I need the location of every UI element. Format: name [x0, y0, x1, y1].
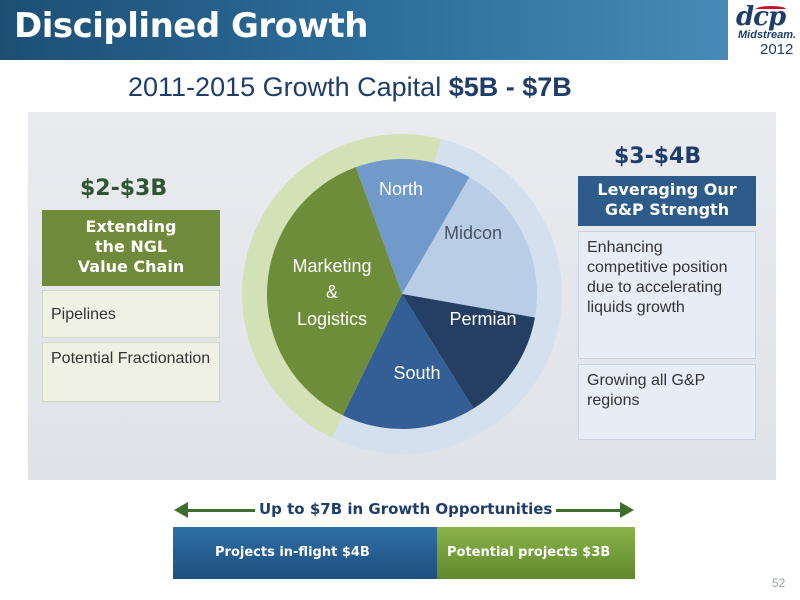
label-marketing-line: Marketing	[292, 256, 371, 276]
label-north: North	[379, 179, 423, 199]
left-amount: $2-$3B	[80, 176, 168, 201]
headline: 2011-2015 Growth Capital $5B - $7B	[128, 72, 572, 103]
right-amount: $3-$4B	[614, 144, 702, 169]
ring-left-segment	[242, 134, 441, 438]
slice-south	[342, 294, 474, 429]
slice-midcon	[402, 177, 537, 318]
arrow-right-icon	[620, 502, 634, 518]
right-header: Leveraging Our G&P Strength	[578, 176, 756, 226]
label-permian: Permian	[449, 309, 516, 329]
left-header-line: the NGL	[94, 237, 168, 256]
headline-amount: $5B - $7B	[448, 72, 572, 102]
arrow-left-icon	[174, 502, 188, 518]
logo-subtitle: Midstream.	[738, 29, 797, 41]
logo-swoosh-icon	[756, 6, 786, 12]
potential-projects-bar: Potential projects $3B	[437, 527, 635, 579]
header-bar	[0, 0, 800, 60]
right-item-competitive: Enhancing competitive position due to ac…	[578, 231, 756, 359]
left-header: Extending the NGL Value Chain	[42, 210, 220, 286]
label-marketing-line: &	[326, 282, 338, 302]
slide-title: Disciplined Growth	[14, 6, 368, 46]
logo-year: 2012	[760, 41, 794, 58]
page-number: 52	[772, 576, 786, 590]
label-south: South	[393, 363, 440, 383]
label-midcon: Midcon	[444, 223, 502, 243]
ring-right-segment	[331, 138, 563, 455]
right-item-regions: Growing all G&P regions	[578, 364, 756, 440]
opportunities-label: Up to $7B in Growth Opportunities	[255, 500, 557, 518]
right-header-line: Leveraging Our	[597, 180, 737, 199]
dcp-logo: dcp Midstream. 2012	[728, 0, 800, 60]
projects-inflight-bar: Projects in-flight $4B	[173, 527, 437, 579]
headline-text: 2011-2015 Growth Capital	[128, 72, 442, 102]
left-header-line: Value Chain	[77, 257, 185, 276]
region-pie-diagram: North Midcon Permian South Marketing & L…	[242, 134, 563, 455]
left-item-fractionation: Potential Fractionation	[42, 342, 220, 402]
label-marketing-line: Logistics	[297, 309, 367, 329]
slice-north	[355, 159, 470, 294]
right-header-line: G&P Strength	[604, 200, 730, 219]
left-item-pipelines: Pipelines	[42, 290, 220, 338]
slice-marketing	[267, 167, 402, 416]
slice-permian	[402, 294, 535, 409]
left-header-line: Extending	[85, 217, 177, 236]
